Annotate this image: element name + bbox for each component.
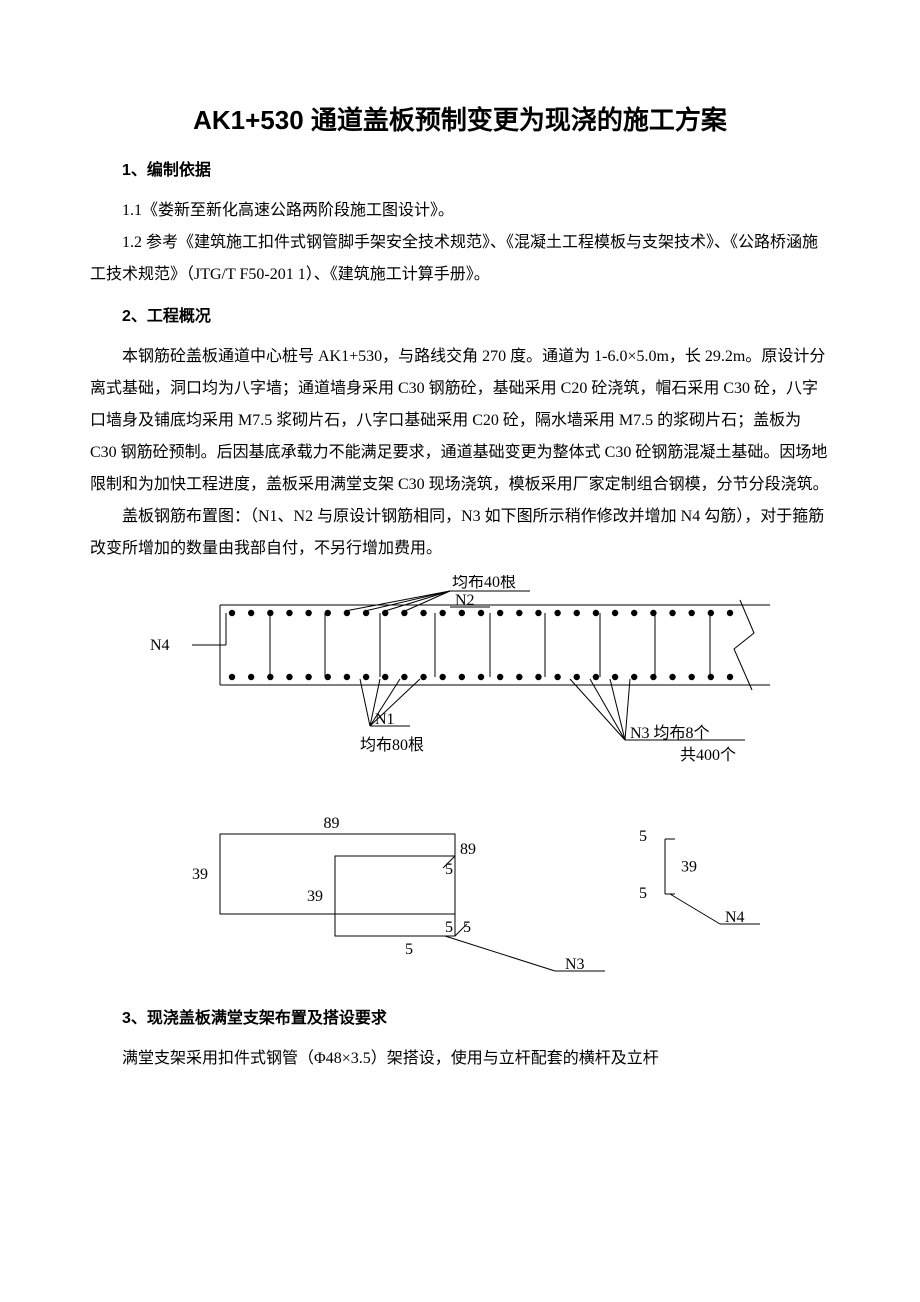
svg-text:N4: N4	[725, 909, 745, 926]
svg-text:5: 5	[639, 828, 647, 845]
para-2-2: 盖板钢筋布置图：（N1、N2 与原设计钢筋相同，N3 如下图所示稍作修改并增加 …	[90, 501, 830, 565]
svg-text:均布40根: 均布40根	[452, 575, 516, 591]
para-1-2: 1.2 参考《建筑施工扣件式钢管脚手架安全技术规范》、《混凝土工程模板与支架技术…	[90, 227, 830, 291]
svg-text:39: 39	[307, 888, 323, 905]
document-page: AK1+530 通道盖板预制变更为现浇的施工方案 1、编制依据 1.1《娄新至新…	[0, 0, 920, 1135]
svg-text:N1: N1	[375, 711, 395, 728]
section-1-head: 1、编制依据	[90, 155, 830, 187]
svg-text:89: 89	[324, 815, 340, 832]
svg-text:N4: N4	[150, 637, 170, 654]
svg-text:均布80根: 均布80根	[360, 736, 424, 754]
section-2-head: 2、工程概况	[90, 301, 830, 333]
para-2-1: 本钢筋砼盖板通道中心桩号 AK1+530，与路线交角 270 度。通道为 1-6…	[90, 341, 830, 501]
section-3-head: 3、现浇盖板满堂支架布置及搭设要求	[90, 1003, 830, 1035]
svg-text:N3: N3	[565, 956, 585, 973]
para-3-1: 满堂支架采用扣件式钢管（Φ48×3.5）架搭设，使用与立杆配套的横杆及立杆	[90, 1043, 830, 1075]
stirrup-detail-diagram: 893989395555N35395N4	[90, 814, 830, 989]
rebar-section-diagram: N4 均布40根N2 N1 均布80根 N3 均布8个共400个	[90, 575, 830, 800]
svg-text:89: 89	[460, 841, 476, 858]
svg-text:N3 均布8个: N3 均布8个	[630, 724, 710, 742]
svg-text:共400个: 共400个	[680, 746, 736, 764]
svg-text:39: 39	[192, 866, 208, 883]
svg-text:39: 39	[681, 859, 697, 876]
svg-text:5: 5	[445, 919, 453, 936]
svg-text:5: 5	[445, 861, 453, 878]
para-1-1: 1.1《娄新至新化高速公路两阶段施工图设计》。	[90, 195, 830, 227]
svg-text:N2: N2	[455, 592, 475, 609]
document-title: AK1+530 通道盖板预制变更为现浇的施工方案	[90, 100, 830, 137]
svg-text:5: 5	[405, 941, 413, 958]
svg-text:5: 5	[639, 885, 647, 902]
